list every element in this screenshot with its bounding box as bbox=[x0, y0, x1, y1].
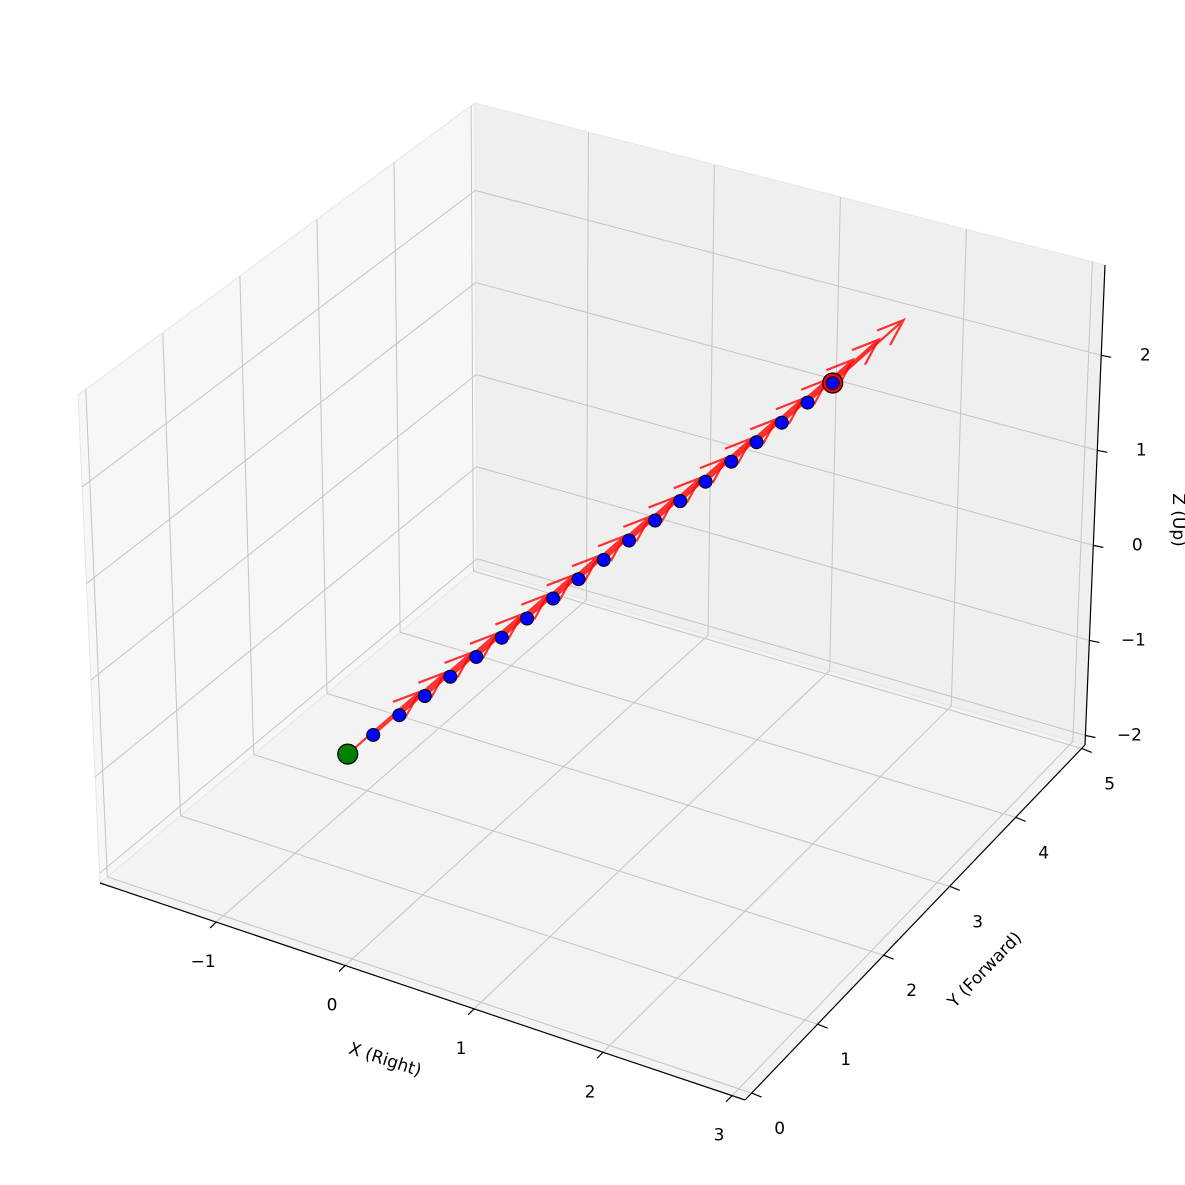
y-tick bbox=[817, 1023, 828, 1029]
point bbox=[749, 435, 764, 450]
y-tick-label: 4 bbox=[1038, 843, 1049, 863]
point bbox=[673, 494, 688, 509]
point bbox=[648, 513, 663, 528]
x-tick bbox=[725, 1095, 733, 1103]
point bbox=[622, 533, 637, 548]
grid-line bbox=[94, 466, 477, 778]
y-axis-line bbox=[744, 744, 1086, 1101]
x-tick bbox=[596, 1051, 604, 1059]
point bbox=[800, 395, 815, 410]
x-tick bbox=[209, 921, 217, 929]
arrow bbox=[831, 317, 907, 384]
point bbox=[774, 415, 789, 430]
y-tick-label: 5 bbox=[1104, 774, 1115, 794]
arrow bbox=[806, 337, 881, 404]
point bbox=[571, 572, 586, 587]
grid-line bbox=[476, 374, 1094, 546]
point bbox=[724, 454, 739, 469]
grid-line bbox=[399, 631, 1016, 818]
x-axis-line bbox=[99, 882, 746, 1101]
grid-line bbox=[476, 558, 1086, 736]
y-tick bbox=[1081, 747, 1092, 754]
grid-line bbox=[829, 196, 841, 671]
grid-line bbox=[475, 282, 1098, 451]
arrow bbox=[781, 357, 856, 424]
grid-line bbox=[476, 466, 1090, 641]
y-tick bbox=[883, 954, 894, 960]
grid-line bbox=[107, 876, 752, 1094]
x-tick bbox=[467, 1008, 475, 1016]
y-tick bbox=[751, 1092, 762, 1098]
z-tick-label: 0 bbox=[1132, 535, 1143, 555]
grid-line bbox=[326, 692, 950, 887]
x-tick-label: 1 bbox=[456, 1039, 467, 1059]
point bbox=[417, 689, 432, 704]
grid-line bbox=[473, 570, 1082, 749]
z-tick-label: 1 bbox=[1136, 440, 1147, 460]
grid-line bbox=[475, 189, 1102, 356]
point bbox=[469, 649, 484, 664]
point bbox=[494, 630, 509, 645]
grid-line bbox=[473, 670, 830, 1010]
z-tick bbox=[1101, 354, 1112, 358]
point bbox=[520, 611, 535, 626]
grid-line bbox=[585, 132, 589, 600]
y-tick-label: 1 bbox=[840, 1050, 851, 1070]
grid-line bbox=[215, 599, 587, 923]
y-tick-label: 0 bbox=[774, 1119, 785, 1139]
z-tick bbox=[1093, 544, 1104, 548]
y-tick-label: 3 bbox=[972, 912, 983, 932]
grid-line bbox=[86, 282, 477, 584]
z-tick-label: 2 bbox=[1140, 345, 1151, 365]
grid-line bbox=[81, 190, 476, 488]
grid-line bbox=[180, 815, 818, 1025]
grid-line bbox=[253, 754, 884, 956]
grid-line bbox=[99, 558, 478, 874]
grid-line bbox=[602, 705, 952, 1053]
z-axis-label: Z (Up) bbox=[1168, 493, 1185, 547]
grid-line bbox=[316, 219, 328, 694]
point bbox=[596, 552, 611, 567]
z-axis-line bbox=[1084, 264, 1106, 746]
grid-line bbox=[1072, 261, 1093, 742]
point bbox=[443, 669, 458, 684]
y-tick bbox=[1015, 816, 1026, 822]
grid-line bbox=[90, 374, 477, 681]
z-tick-label: −1 bbox=[1121, 630, 1146, 650]
grid-line bbox=[707, 164, 715, 636]
z-tick-label: −2 bbox=[1117, 725, 1142, 745]
point bbox=[546, 591, 561, 606]
point bbox=[825, 376, 840, 391]
z-tick bbox=[1097, 449, 1108, 453]
grid-line bbox=[731, 741, 1074, 1097]
start-marker bbox=[337, 743, 359, 765]
z-tick bbox=[1089, 639, 1100, 644]
grid-line bbox=[162, 332, 182, 816]
x-tick-label: −1 bbox=[191, 952, 216, 972]
x-axis-label: X (Right) bbox=[346, 1039, 424, 1081]
x-tick-label: 2 bbox=[585, 1082, 596, 1102]
point bbox=[392, 708, 407, 723]
grid-line bbox=[950, 229, 967, 707]
grid-line bbox=[393, 162, 401, 633]
z-tick bbox=[1085, 734, 1096, 739]
y-tick-label: 2 bbox=[906, 981, 917, 1001]
x-tick bbox=[338, 965, 346, 972]
point bbox=[366, 727, 381, 742]
grid-line bbox=[239, 275, 255, 755]
grid-line bbox=[85, 389, 108, 877]
y-tick bbox=[949, 885, 960, 891]
grid-line bbox=[470, 105, 474, 572]
point bbox=[698, 474, 713, 489]
grid-line bbox=[344, 634, 709, 966]
y-axis-label: Y (Forward) bbox=[943, 928, 1026, 1013]
x-tick-label: 3 bbox=[714, 1126, 725, 1146]
x-tick-label: 0 bbox=[327, 995, 338, 1015]
